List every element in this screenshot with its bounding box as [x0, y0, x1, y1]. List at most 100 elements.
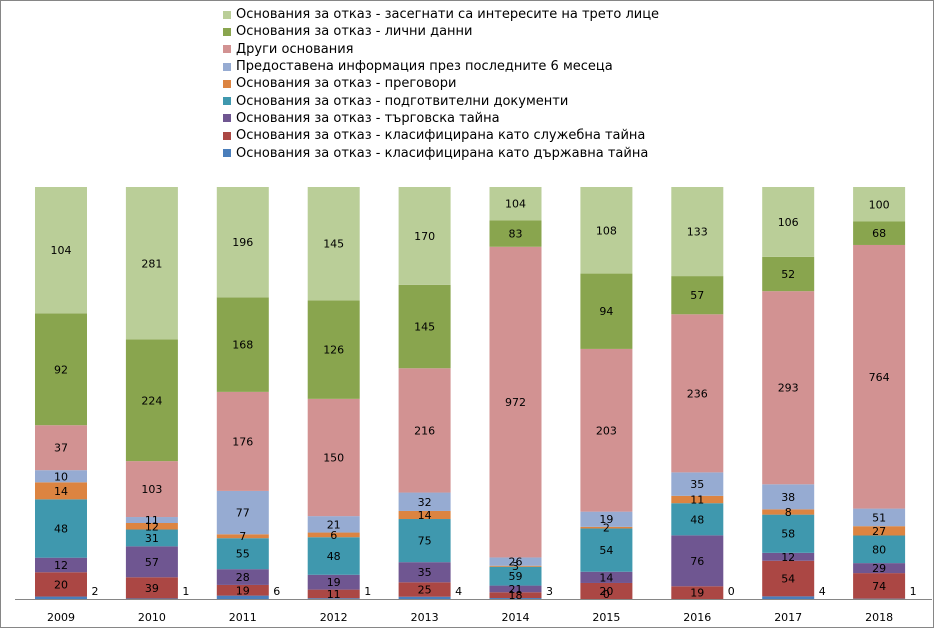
bar-segment — [398, 492, 451, 511]
bar-segment — [853, 187, 906, 222]
legend-label: Основания за отказ - класифицирана като … — [236, 128, 646, 144]
data-label: 3 — [546, 585, 553, 598]
x-tick-labels-group: 2009 2010 2011 2012 2013 2014 2015 2016 2017 2018 — [47, 611, 893, 624]
bar-segment — [853, 244, 906, 509]
data-label: 38 — [781, 491, 795, 504]
data-label: 293 — [778, 382, 799, 395]
bar-segment — [489, 187, 542, 221]
data-label: 29 — [872, 562, 886, 575]
bar-segment — [35, 187, 87, 314]
bar-segment — [125, 529, 178, 547]
data-label: 37 — [54, 442, 68, 455]
legend-item: Основания за отказ - търговска тайна — [223, 110, 659, 127]
data-label: 27 — [872, 525, 886, 538]
data-label: 12 — [781, 551, 795, 564]
x-tick-label: 2014 — [502, 611, 530, 624]
bar-segment — [671, 276, 724, 315]
data-label: 92 — [54, 363, 68, 376]
x-tick-label: 2009 — [47, 611, 75, 624]
data-label: 54 — [781, 573, 795, 586]
bar-segment — [125, 339, 178, 462]
bar-segment — [671, 535, 724, 587]
data-label: 11 — [145, 514, 159, 527]
bar-segment — [35, 470, 87, 483]
data-label: 764 — [869, 371, 890, 384]
bar-segment — [216, 391, 269, 491]
bar-segment — [307, 537, 360, 575]
data-label: 108 — [596, 224, 617, 237]
bar-segment — [853, 573, 906, 599]
data-label: 48 — [690, 513, 704, 526]
data-label: 4 — [819, 585, 826, 598]
data-label: 2 — [603, 522, 610, 535]
bar-segment — [762, 291, 815, 485]
data-label: 58 — [781, 528, 795, 541]
data-label: 31 — [145, 532, 159, 545]
bar-segment — [35, 425, 87, 471]
data-label: 28 — [236, 571, 250, 584]
bar-segment — [762, 596, 815, 599]
bar-segment — [671, 187, 724, 277]
bar-segment — [580, 348, 633, 512]
bar-segment — [125, 598, 178, 599]
bar-segment — [762, 552, 815, 561]
data-label: 11 — [690, 494, 704, 507]
bar-segment — [125, 461, 178, 518]
legend-label: Предоставена информация през последните … — [236, 59, 613, 75]
bar-segment — [398, 519, 451, 563]
data-label: 57 — [690, 289, 704, 302]
bar-segment — [489, 585, 542, 593]
bar-segment — [762, 484, 815, 510]
data-label: 236 — [687, 387, 708, 400]
data-label: 1 — [364, 585, 371, 598]
bar-segment — [489, 566, 542, 586]
legend-item: Други основания — [223, 41, 659, 58]
bar-segment — [398, 368, 451, 493]
legend-swatch — [223, 114, 231, 123]
data-label: 170 — [414, 230, 435, 243]
data-label: 25 — [418, 584, 432, 597]
bar-segment — [580, 526, 633, 529]
legend-item: Основания за отказ - лични данни — [223, 23, 659, 40]
bar-segment — [580, 273, 633, 349]
legend-swatch — [223, 62, 231, 71]
data-label: 281 — [141, 257, 162, 270]
data-label: 145 — [323, 238, 344, 251]
data-label: 19 — [236, 584, 250, 597]
data-label: 19 — [327, 576, 341, 589]
legend-swatch — [223, 97, 231, 106]
bar-segment — [307, 532, 360, 538]
data-label: 52 — [781, 268, 795, 281]
data-label: 145 — [414, 321, 435, 334]
bar-segment — [216, 297, 269, 392]
data-label: 6 — [330, 529, 337, 542]
legend-swatch — [223, 149, 231, 158]
bar-segment — [853, 508, 906, 527]
x-tick-label: 2010 — [138, 611, 166, 624]
data-label: 59 — [509, 570, 523, 583]
data-label: 104 — [505, 198, 526, 211]
bar-segment — [762, 187, 815, 257]
bar-segment — [671, 472, 724, 496]
data-label: 150 — [323, 452, 344, 465]
x-tick-label: 2016 — [683, 611, 711, 624]
data-label: 14 — [54, 485, 68, 498]
bar-segment — [398, 582, 451, 597]
data-label: 0 — [728, 585, 735, 598]
data-label: 76 — [690, 555, 704, 568]
data-label: 6 — [273, 585, 280, 598]
bar-segment — [762, 256, 815, 292]
bar-segment — [35, 557, 87, 573]
legend-item: Основания за отказ - класифицирана като … — [223, 127, 659, 144]
data-label: 3 — [512, 560, 519, 573]
data-label: 126 — [323, 344, 344, 357]
bar-segment — [853, 221, 906, 245]
data-label: 4 — [455, 585, 462, 598]
x-tick-label: 2012 — [320, 611, 348, 624]
data-label: 176 — [232, 435, 253, 448]
bar-segment — [853, 563, 906, 574]
legend-swatch — [223, 27, 231, 36]
data-label: 32 — [418, 496, 432, 509]
data-label: 57 — [145, 556, 159, 569]
data-label: 39 — [145, 582, 159, 595]
